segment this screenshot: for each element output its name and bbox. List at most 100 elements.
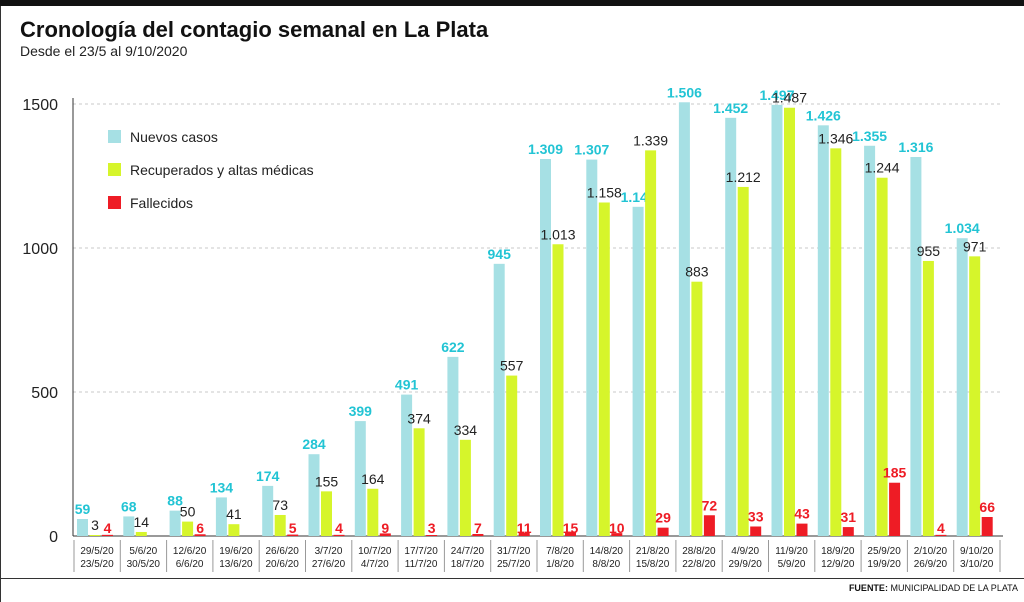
nuevos-bar: [725, 117, 737, 536]
nuevos-bar: [493, 263, 505, 536]
fallecidos-data-label: 11: [517, 520, 532, 536]
source-text: MUNICIPALIDAD DE LA PLATA: [890, 583, 1018, 593]
recuperados-data-label: 1.244: [865, 160, 900, 176]
recuperados-data-label: 1.346: [818, 130, 853, 146]
x-tick-label-end: 31/7/20: [497, 546, 531, 557]
fallecidos-bar: [796, 523, 808, 536]
x-tick-label-end: 19/6/20: [219, 546, 253, 557]
y-tick-label: 500: [31, 385, 58, 402]
x-tick-label-start: 22/8/20: [682, 559, 716, 570]
nuevos-data-label: 1.506: [667, 84, 702, 100]
nuevos-bar: [586, 159, 598, 537]
top-border: [0, 0, 1024, 6]
recuperados-bar: [274, 514, 286, 536]
fallecidos-data-label: 31: [841, 509, 857, 525]
legend-swatch: [108, 196, 121, 209]
fallecidos-bar: [194, 534, 206, 536]
recuperados-bar: [413, 428, 425, 536]
fallecidos-bar: [842, 527, 854, 536]
fallecidos-bar: [750, 526, 762, 536]
fallecidos-bar: [102, 534, 113, 536]
x-tick-label-start: 11/7/20: [405, 559, 438, 570]
x-tick-label-end: 14/8/20: [590, 546, 624, 557]
x-tick-label-start: 18/7/20: [451, 559, 485, 570]
fallecidos-bar: [935, 534, 947, 536]
fallecidos-bar: [657, 527, 669, 536]
x-tick-label-end: 21/8/20: [636, 546, 670, 557]
x-tick-label-end: 9/10/20: [960, 546, 994, 557]
source-note: FUENTE: MUNICIPALIDAD DE LA PLATA: [849, 583, 1018, 593]
recuperados-bar: [135, 531, 147, 536]
nuevos-data-label: 68: [121, 498, 137, 514]
nuevos-data-label: 284: [302, 436, 326, 452]
x-tick-label-start: 5/9/20: [778, 559, 806, 570]
x-tick-label-end: 5/6/20: [129, 546, 157, 557]
x-tick-label-end: 11/9/20: [775, 546, 808, 557]
fallecidos-data-label: 43: [794, 506, 810, 522]
nuevos-bar: [632, 206, 644, 537]
x-tick-label-end: 3/7/20: [315, 546, 343, 557]
nuevos-data-label: 59: [75, 501, 91, 517]
x-tick-label-start: 26/9/20: [914, 559, 948, 570]
recuperados-bar: [830, 148, 842, 537]
x-tick-label-end: 28/8/20: [682, 546, 716, 557]
recuperados-data-label: 41: [226, 506, 242, 522]
recuperados-data-label: 374: [407, 410, 431, 426]
y-tick-label: 1000: [22, 241, 58, 258]
fallecidos-bar: [426, 535, 438, 536]
legend-swatch: [108, 130, 121, 143]
recuperados-data-label: 1.212: [726, 169, 761, 185]
recuperados-bar: [922, 260, 934, 536]
recuperados-data-label: 73: [272, 497, 288, 513]
fallecidos-bar: [565, 531, 576, 536]
nuevos-data-label: 1.497: [759, 87, 794, 103]
legend-label: Nuevos casos: [130, 129, 218, 145]
x-tick-label-start: 15/8/20: [636, 559, 670, 570]
legend-swatch: [108, 163, 121, 176]
fallecidos-bar: [518, 532, 530, 536]
fallecidos-data-label: 66: [979, 499, 995, 515]
recuperados-data-label: 883: [685, 264, 709, 280]
nuevos-data-label: 945: [488, 246, 512, 262]
left-border: [0, 6, 1, 602]
fallecidos-bar: [472, 533, 484, 536]
x-tick-label-end: 24/7/20: [451, 546, 485, 557]
recuperados-data-label: 971: [963, 238, 987, 254]
nuevos-bar: [678, 102, 690, 536]
nuevos-data-label: 134: [210, 479, 234, 495]
legend-label: Recuperados y altas médicas: [130, 162, 314, 178]
nuevos-bar: [354, 421, 366, 536]
nuevos-data-label: 491: [395, 377, 419, 393]
recuperados-bar: [969, 256, 981, 536]
x-tick-label-start: 4/7/20: [361, 559, 389, 570]
x-tick-label-end: 4/9/20: [731, 546, 759, 557]
x-tick-label-start: 6/6/20: [176, 559, 204, 570]
nuevos-bar: [771, 104, 783, 536]
recuperados-bar: [506, 375, 518, 536]
nuevos-data-label: 174: [256, 468, 280, 484]
x-tick-label-start: 13/6/20: [219, 559, 253, 570]
fallecidos-bar: [333, 534, 345, 536]
nuevos-bar: [401, 394, 413, 536]
recuperados-data-label: 1.158: [587, 184, 622, 200]
recuperados-bar: [459, 439, 471, 536]
x-tick-label-start: 20/6/20: [266, 559, 300, 570]
x-tick-label-end: 18/9/20: [821, 546, 855, 557]
x-tick-label-end: 25/9/20: [867, 546, 901, 557]
fallecidos-data-label: 29: [655, 510, 671, 526]
nuevos-bar: [123, 516, 135, 536]
fallecidos-bar: [379, 533, 391, 536]
recuperados-data-label: 164: [361, 471, 385, 487]
nuevos-bar: [262, 485, 274, 536]
recuperados-data-label: 155: [315, 473, 339, 489]
recuperados-bar: [737, 186, 749, 536]
x-tick-label-start: 23/5/20: [80, 559, 114, 570]
nuevos-data-label: 1.452: [713, 100, 748, 116]
recuperados-data-label: 14: [134, 514, 150, 530]
nuevos-bar: [447, 356, 459, 536]
nuevos-data-label: 622: [441, 339, 465, 355]
fallecidos-bar: [981, 516, 993, 536]
x-tick-label-end: 12/6/20: [173, 546, 207, 557]
nuevos-bar: [864, 145, 876, 536]
fallecidos-data-label: 185: [883, 465, 907, 481]
